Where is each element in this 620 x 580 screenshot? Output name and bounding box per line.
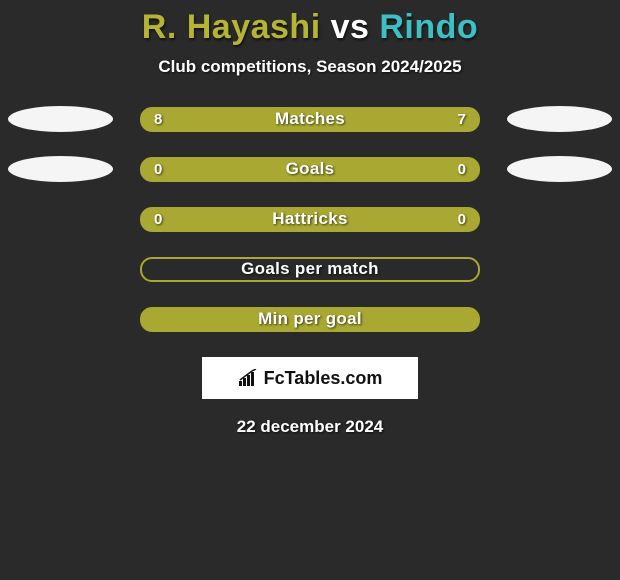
stat-row: Goals per match (0, 255, 620, 283)
stat-row: 8 Matches 7 (0, 105, 620, 133)
stat-bar: 8 Matches 7 (140, 107, 480, 132)
stat-left-value: 0 (154, 211, 162, 228)
stat-bar: Goals per match (140, 257, 480, 282)
stat-label: Matches (275, 109, 345, 129)
player2-ellipse (507, 106, 612, 132)
date-text: 22 december 2024 (237, 417, 384, 437)
stat-row: Min per goal (0, 305, 620, 333)
stat-left-value: 0 (154, 161, 162, 178)
stat-bar: Min per goal (140, 307, 480, 332)
stat-row: 0 Hattricks 0 (0, 205, 620, 233)
player1-name: R. Hayashi (142, 8, 321, 46)
vs-separator: vs (321, 8, 380, 46)
player2-name: Rindo (379, 8, 478, 46)
stat-label: Hattricks (272, 209, 347, 229)
branding-text: FcTables.com (264, 368, 383, 389)
player2-ellipse (507, 156, 612, 182)
page-title: R. Hayashi vs Rindo (142, 8, 478, 47)
stat-left-value: 8 (154, 111, 162, 128)
stat-bar: 0 Goals 0 (140, 157, 480, 182)
branding-badge[interactable]: FcTables.com (202, 357, 418, 399)
player1-ellipse (8, 106, 113, 132)
stat-label: Goals per match (241, 259, 379, 279)
stat-label: Goals (286, 159, 335, 179)
stat-right-value: 0 (458, 211, 466, 228)
stat-rows: 8 Matches 7 0 Goals 0 0 Hattricks 0 Goals per mat… (0, 105, 620, 333)
stat-right-value: 0 (458, 161, 466, 178)
stat-row: 0 Goals 0 (0, 155, 620, 183)
bar-chart-icon (238, 369, 260, 387)
stat-bar: 0 Hattricks 0 (140, 207, 480, 232)
comparison-infographic: R. Hayashi vs Rindo Club competitions, S… (0, 0, 620, 437)
stat-right-value: 7 (458, 111, 466, 128)
stat-label: Min per goal (258, 309, 362, 329)
player1-ellipse (8, 156, 113, 182)
subtitle: Club competitions, Season 2024/2025 (158, 57, 461, 77)
